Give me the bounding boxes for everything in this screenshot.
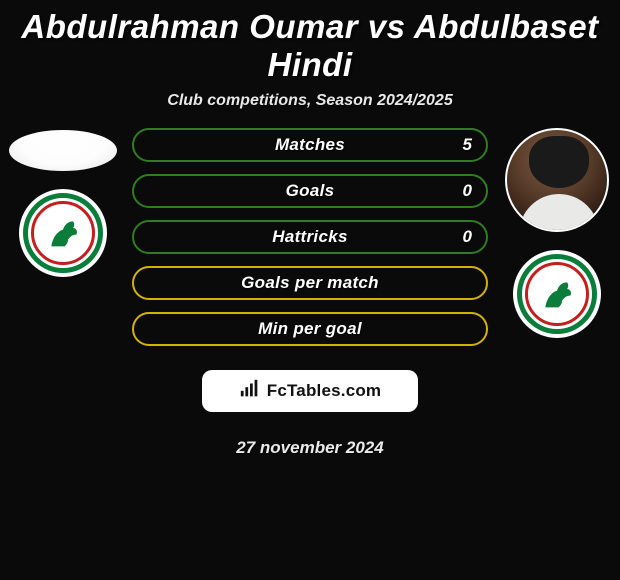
page-subtitle: Club competitions, Season 2024/2025 bbox=[0, 86, 620, 128]
stat-row-matches: Matches 5 bbox=[132, 128, 488, 162]
stat-label: Min per goal bbox=[258, 319, 362, 339]
stat-row-hattricks: Hattricks 0 bbox=[132, 220, 488, 254]
stat-label: Goals bbox=[286, 181, 335, 201]
page-title: Abdulrahman Oumar vs Abdulbaset Hindi bbox=[0, 0, 620, 86]
stat-label: Goals per match bbox=[241, 273, 379, 293]
player-left-portrait bbox=[9, 130, 117, 171]
stat-right-value: 0 bbox=[463, 181, 472, 201]
right-column bbox=[502, 128, 612, 338]
stat-label: Matches bbox=[275, 135, 345, 155]
club-badge-horse-icon bbox=[43, 213, 83, 253]
left-column bbox=[8, 128, 118, 277]
date-text: 27 november 2024 bbox=[132, 424, 488, 458]
brand-badge: FcTables.com bbox=[202, 370, 418, 412]
player-right-portrait bbox=[505, 128, 609, 232]
brand-text: FcTables.com bbox=[267, 381, 382, 401]
stat-row-goals-per-match: Goals per match bbox=[132, 266, 488, 300]
stat-right-value: 5 bbox=[463, 135, 472, 155]
stats-column: Matches 5 Goals 0 Hattricks 0 Goals per … bbox=[118, 128, 502, 458]
stat-row-min-per-goal: Min per goal bbox=[132, 312, 488, 346]
stat-right-value: 0 bbox=[463, 227, 472, 247]
club-badge-left bbox=[19, 189, 107, 277]
stat-label: Hattricks bbox=[272, 227, 347, 247]
club-badge-right bbox=[513, 250, 601, 338]
club-badge-horse-icon bbox=[537, 274, 577, 314]
stat-row-goals: Goals 0 bbox=[132, 174, 488, 208]
comparison-body: Matches 5 Goals 0 Hattricks 0 Goals per … bbox=[0, 128, 620, 458]
bar-chart-icon bbox=[239, 378, 261, 405]
